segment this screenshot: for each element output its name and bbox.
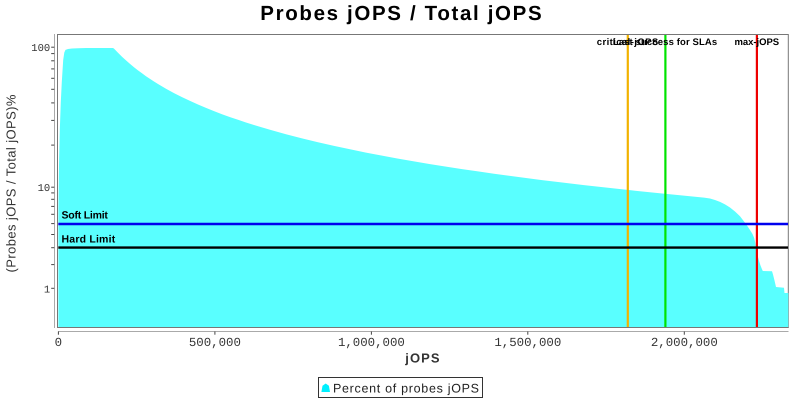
svg-text:1: 1 [44,284,50,296]
svg-text:0: 0 [55,336,62,350]
svg-text:max-jOPS: max-jOPS [734,37,779,48]
svg-text:critical-jOPS: critical-jOPS [597,37,658,48]
svg-text:jOPS: jOPS [404,351,440,366]
svg-text:Last success for SLAs: Last success for SLAs [613,37,717,48]
svg-text:1,500,000: 1,500,000 [494,336,561,350]
svg-text:2,000,000: 2,000,000 [651,336,718,350]
svg-text:Hard Limit: Hard Limit [62,234,116,246]
svg-text:10: 10 [38,183,51,195]
svg-text:100: 100 [31,43,50,55]
svg-text:500,000: 500,000 [189,336,241,350]
svg-text:1,000,000: 1,000,000 [338,336,405,350]
svg-text:Probes jOPS / Total jOPS: Probes jOPS / Total jOPS [260,2,543,25]
svg-text:(Probes jOPS / Total jOPS)%: (Probes jOPS / Total jOPS)% [3,94,18,272]
svg-text:Soft Limit: Soft Limit [62,210,109,222]
svg-text:Percent of probes jOPS: Percent of probes jOPS [333,381,479,395]
